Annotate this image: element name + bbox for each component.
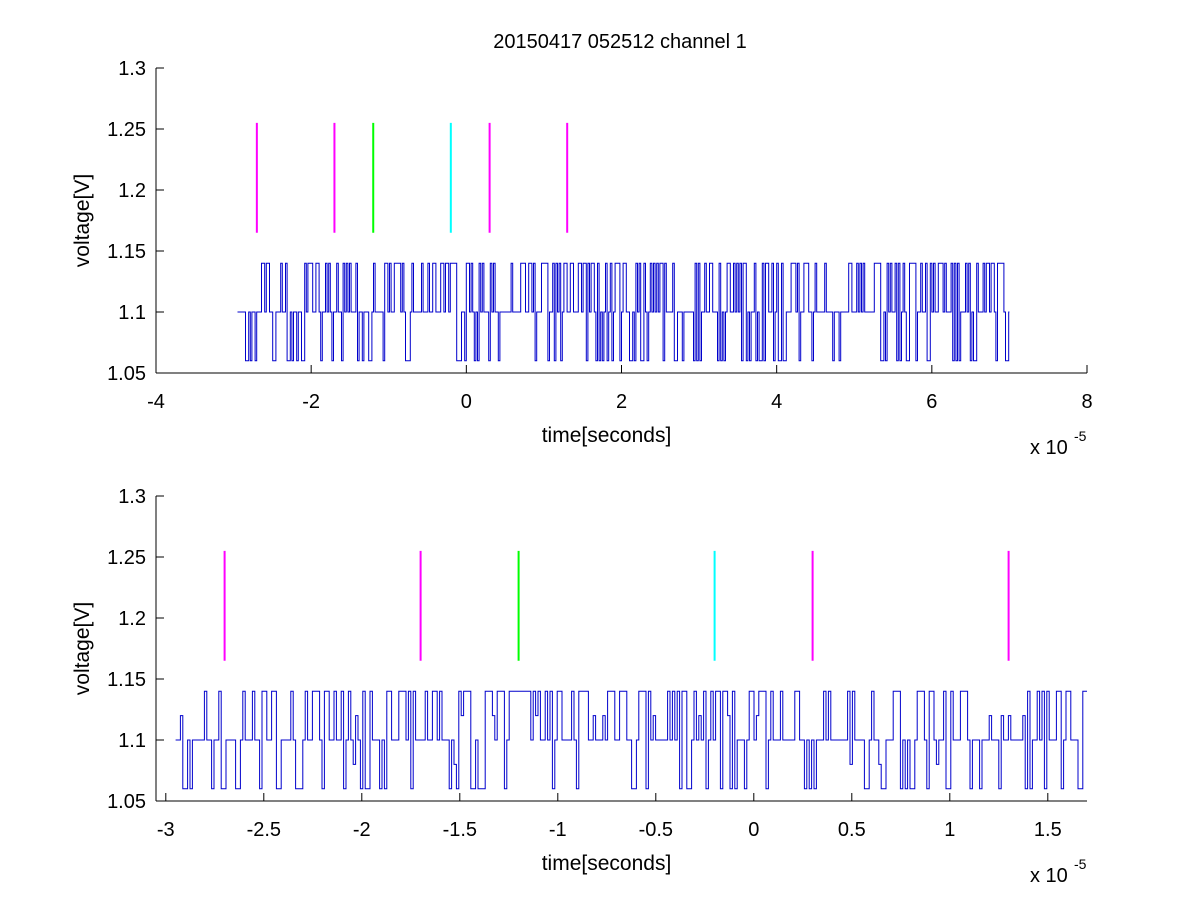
x-tick-label: 6 (926, 391, 937, 413)
y-tick-label: 1.05 (107, 791, 146, 813)
y-tick-label: 1.2 (118, 180, 146, 202)
x-axis-label: time[seconds] (542, 852, 672, 875)
y-tick-label: 1.1 (118, 730, 146, 752)
x-tick-label: -4 (147, 391, 165, 413)
x-tick-label: -3 (157, 819, 175, 841)
x-multiplier-label: x 10 (1030, 437, 1068, 459)
signal-trace (175, 690, 1087, 790)
top-plot: 1.05 1.1 1.15 1.2 1.25 1.3 -4 -2 0 2 4 6 8 time[secon… (71, 58, 1093, 459)
y-tick-label: 1.05 (107, 363, 146, 385)
y-tick-label: 1.3 (118, 486, 146, 508)
signal-trace (237, 262, 1010, 362)
x-multiplier-label: x 10 (1030, 865, 1068, 887)
x-tick-label: 0.5 (838, 819, 866, 841)
x-tick-label: 0 (748, 819, 759, 841)
x-tick-label: -2 (353, 819, 371, 841)
x-tick-label: -0.5 (639, 819, 673, 841)
x-tick-label: -1 (549, 819, 567, 841)
y-tick-label: 1.2 (118, 608, 146, 630)
y-tick-label: 1.15 (107, 669, 146, 691)
y-tick-label: 1.25 (107, 119, 146, 141)
x-tick-label: 4 (771, 391, 782, 413)
x-tick-label: 0 (461, 391, 472, 413)
y-axis-label: voltage[V] (71, 602, 94, 695)
y-tick-label: 1.3 (118, 58, 146, 80)
x-tick-label: 8 (1081, 391, 1092, 413)
y-axis-label: voltage[V] (71, 174, 94, 267)
y-tick-label: 1.15 (107, 241, 146, 263)
x-tick-label: 1 (944, 819, 955, 841)
x-multiplier-exponent: -5 (1074, 856, 1087, 872)
bottom-plot: 1.05 1.1 1.15 1.2 1.25 1.3 -3 -2.5 -2 -1.5 -1 -0.5 0… (71, 486, 1087, 887)
figure-title: 20150417 052512 channel 1 (493, 31, 747, 53)
x-tick-label: -1.5 (443, 819, 477, 841)
x-tick-label: 1.5 (1034, 819, 1062, 841)
x-axis-label: time[seconds] (542, 424, 672, 447)
x-tick-label: 2 (616, 391, 627, 413)
x-multiplier-exponent: -5 (1074, 428, 1087, 444)
x-tick-label: -2.5 (247, 819, 281, 841)
y-tick-label: 1.1 (118, 302, 146, 324)
x-tick-label: -2 (302, 391, 320, 413)
y-tick-label: 1.25 (107, 547, 146, 569)
